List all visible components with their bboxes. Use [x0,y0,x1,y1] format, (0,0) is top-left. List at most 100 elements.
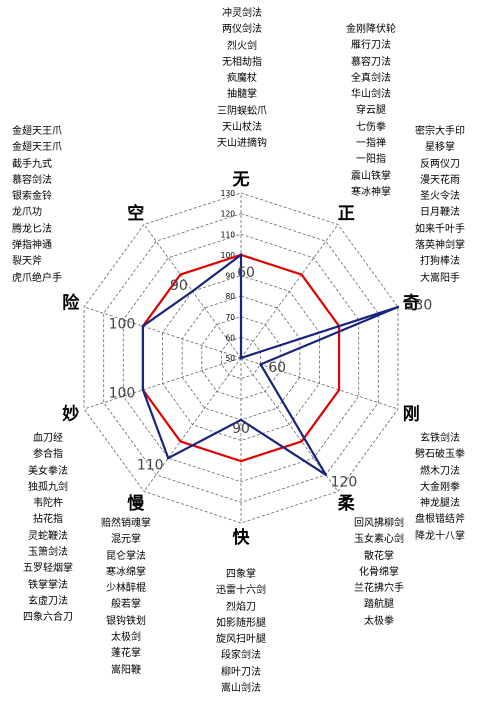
list-man-item: 赔然销魂掌 [101,518,151,529]
axis-label-8: 险 [62,293,80,314]
value-label-7: 100 [109,385,136,401]
value-label-9: 90 [170,278,188,294]
list-miao-item: 玄虚刀法 [28,595,68,607]
grid-spoke-8 [83,306,242,359]
series-1-point-3 [259,363,262,366]
list-wu-item: 两仪剑法 [222,24,262,36]
axis-label-6: 慢 [127,493,145,514]
list-kuai-item: 柳叶刀法 [221,666,261,678]
list-qi-item: 打狗棒法 [420,256,460,268]
value-label-3: 60 [268,360,286,376]
list-miao-item: 独孤九剑 [28,481,68,493]
value-label-6: 110 [137,458,164,474]
tick-label-90: 90 [225,272,235,281]
list-miao-item: 四象六合刀 [23,612,73,624]
list-zheng-item: 慕容刀法 [351,56,391,68]
tick-label-60: 60 [225,333,235,342]
series-0-point-4 [300,440,303,443]
list-xian-item: 虎爪绝户手 [12,272,62,284]
axis-label-7: 妙 [62,403,79,424]
radar-tick-labels: 50 60 70 80 90 100 110 120 130 [221,189,236,363]
list-qi-item: 如来千叶手 [415,223,465,235]
list-wu-item: 无相劫指 [222,56,262,68]
grid-ring-120 [103,213,379,503]
list-miao-item: 铁掌掌法 [28,579,68,591]
series-1-point-7 [141,388,145,392]
list-man-item: 嵩阳鞭 [111,664,141,676]
list-qi-item: 落英神剑掌 [415,240,465,252]
tick-label-80: 80 [225,292,235,301]
grid-ring-60 [220,336,262,380]
list-wu-item: 天山杖法 [222,122,262,134]
list-xian: 金翅天王爪 金翅天王爪 截手九式 慕容剑法 银索金铃 龙爪功 腾龙匕法 弹指神通 裂天斧 虎爪绝户… [12,124,102,287]
series-1-point-8 [141,324,145,328]
list-rou-item: 踏航腿 [364,599,394,611]
list-gang-item: 玄铁剑法 [420,433,460,444]
list-miao-item: 参合指 [33,449,63,461]
list-kuai-item: 段家剑法 [221,650,261,662]
list-kuai-item: 烈焰刀 [226,601,256,613]
series-1-point-2 [396,305,400,309]
list-man-item: 蓬花掌 [111,648,141,660]
axis-label-0: 无 [232,170,250,190]
series-0-point-3 [337,388,341,392]
grid-spoke-3 [240,357,399,410]
list-qi-item: 日月鞭法 [420,207,460,219]
list-zheng-item: 寒冰神掌 [351,186,391,198]
list-xian-item: 裂天斧 [12,256,42,268]
list-wu-item: 三阴蜈蚣爪 [217,105,267,117]
list-xian-item: 金翅天王爪 [12,142,62,154]
list-kuai-item: 旋风扫叶腿 [216,634,266,646]
grid-ring-110 [122,233,360,483]
list-xian-item: 腾龙匕法 [12,223,52,235]
list-man-item: 般若掌 [111,599,141,611]
list-man-item: 太极剑 [111,632,141,644]
axis-label-9: 空 [127,203,144,224]
tick-label-50: 50 [225,354,235,363]
list-zheng-item: 金刚降伏轮 [346,24,396,35]
list-man: 赔然销魂掌 混元掌 昆仑掌法 寒冰绵掌 少林醉棍 般若掌 银钩铁划 太极剑 蓬花掌 嵩阳鞭 [84,516,168,679]
list-wu-item: 天山进摘钩 [217,138,267,150]
radar-series [141,252,400,477]
list-gang-item: 燃木刀法 [420,465,460,477]
list-gang-item: 劈石破玉拳 [415,449,465,461]
list-gang-item: 盘根错结斧 [415,514,465,526]
list-qi-item: 反两仪刀 [420,158,460,170]
tick-label-70: 70 [225,313,235,322]
tick-label-110: 110 [221,230,236,239]
list-xian-item: 金翅天王爪 [12,126,62,137]
list-man-item: 昆仑掌法 [106,550,146,562]
list-miao-item: 灵蛇鞭法 [28,530,68,542]
list-qi-item: 漫天花雨 [420,174,460,186]
list-zheng-item: 穿云腿 [356,105,386,117]
series-0-point-6 [179,440,182,443]
list-xian-item: 慕容剑法 [12,174,52,186]
value-label-0: 60 [237,265,255,281]
list-rou-item: 散花掌 [364,550,394,562]
list-man-item: 银钩铁划 [106,615,146,627]
series-1-point-9 [191,290,194,293]
series-1-point-5 [239,418,243,422]
list-miao-item: 玉箫剑法 [28,547,68,559]
list-qi-item: 大嵩阳手 [420,272,460,284]
list-zheng-item: 华山剑法 [351,89,391,101]
list-wu-item: 抽髓掌 [227,89,257,101]
value-label-4: 120 [331,474,358,490]
list-rou-item: 化骨绵掌 [359,566,399,578]
value-label-5: 90 [232,421,250,437]
series-1-point-6 [167,456,170,460]
axis-label-1: 正 [338,204,355,224]
list-zheng: 金刚降伏轮 雁行刀法 慕容刀法 全真剑法 华山剑法 穿云腿 七伤拳 一指禅 一阳指 震山铁掌 寒冰神… [322,22,420,201]
value-label-2: 130 [406,298,433,314]
tick-label-130: 130 [221,189,236,198]
list-rou-item: 兰花拂穴手 [354,583,404,595]
grid-spoke-1 [240,224,339,359]
list-man-item: 混元掌 [111,534,141,546]
tick-label-100: 100 [221,251,236,260]
grid-spoke-6 [143,357,242,492]
axis-label-4: 柔 [338,494,356,514]
list-xian-item: 弹指神通 [12,240,52,252]
list-gang-item: 降龙十八掌 [415,530,465,542]
